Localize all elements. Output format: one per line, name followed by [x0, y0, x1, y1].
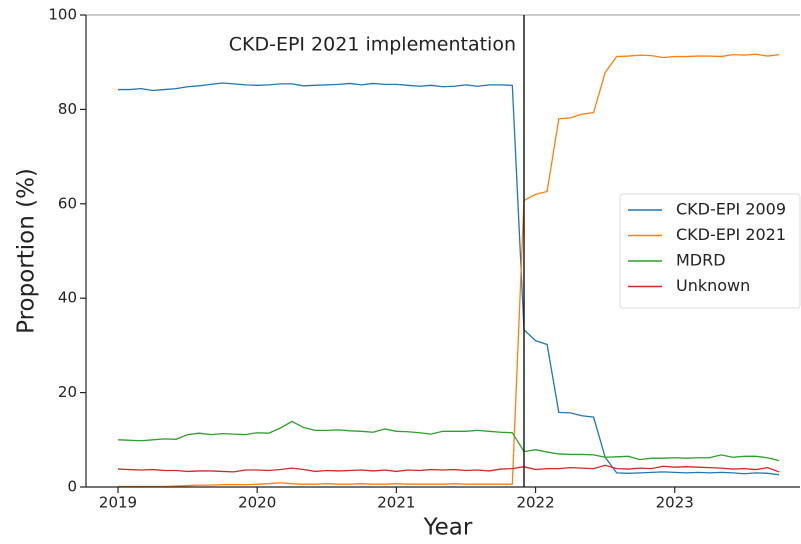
- annotation: CKD-EPI 2021 implementation: [229, 34, 516, 56]
- y-tick-label: 80: [58, 100, 77, 118]
- series-line: [118, 53, 780, 488]
- y-tick-label: 100: [48, 6, 77, 24]
- y-tick-label: 60: [58, 194, 77, 212]
- y-axis-label: Proportion (%): [14, 168, 40, 334]
- legend-label: CKD-EPI 2009: [676, 200, 786, 219]
- series-line: [117, 420, 780, 462]
- x-tick-label: 2021: [377, 494, 415, 512]
- legend-label: MDRD: [676, 251, 726, 270]
- x-axis-label: Year: [423, 515, 473, 541]
- x-tick-label: 2020: [238, 494, 276, 512]
- x-tick-label: 2022: [516, 494, 554, 512]
- series-line: [118, 82, 780, 476]
- legend-box: [619, 193, 801, 309]
- y-tick-label: 0: [67, 478, 77, 496]
- y-tick-label: 40: [58, 289, 77, 307]
- legend-label: CKD-EPI 2021: [676, 225, 786, 244]
- y-tick-label: 20: [58, 383, 77, 401]
- series-line: [117, 464, 780, 473]
- x-tick-label: 2023: [656, 494, 694, 512]
- legend-label: Unknown: [676, 276, 750, 295]
- x-tick-label: 2019: [99, 494, 137, 512]
